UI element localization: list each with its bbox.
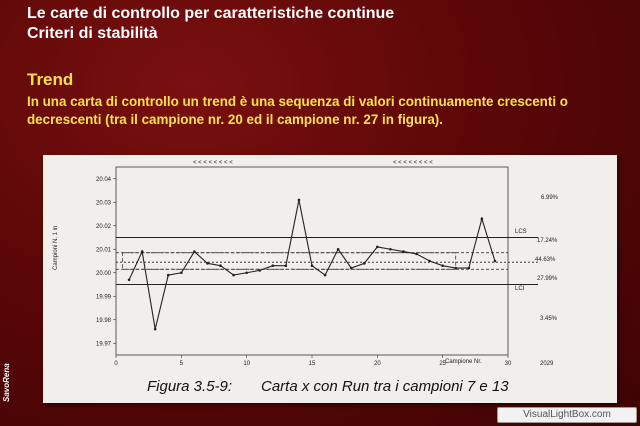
data-point [245,271,248,274]
data-point [454,267,457,270]
data-point [324,274,327,277]
lcs-label: LCS [515,229,527,235]
data-point [193,250,196,253]
data-point [363,262,366,265]
data-point [494,260,497,263]
data-point [415,253,418,256]
data-point [272,264,275,267]
x-tick-label: 15 [309,361,316,367]
y-tick-label: 20.02 [96,224,112,230]
data-point [376,246,379,249]
x-axis-label: Campione Nr. [445,359,482,365]
data-point [285,264,288,267]
control-chart: < < < < < < < < < < < < < < < < Campioni… [43,155,617,403]
data-point [128,279,131,282]
run-markers-right: < < < < < < < < [393,160,433,166]
data-point [468,267,471,270]
data-point [311,264,314,267]
slide-title: Le carte di controllo per caratteristich… [27,5,394,23]
data-point [180,271,183,274]
data-point [389,248,392,251]
y-tick-label: 20.01 [96,247,112,253]
data-point [167,274,170,277]
y-tick-label: 20.04 [96,177,112,183]
figure-caption-prefix: Figura 3.5-9: [147,378,232,395]
data-point [154,328,157,331]
right-label-3: 44.63% [535,257,556,263]
data-point [298,199,301,202]
right-label-2: 17.24% [537,238,558,244]
data-point [481,217,484,220]
y-tick-label: 19.98 [96,318,112,324]
watermark-badge[interactable]: VisualLightBox.com [497,407,637,423]
data-point [219,264,222,267]
y-tick-label: 19.97 [96,341,112,347]
data-point [350,267,353,270]
y-tick-label: 20.00 [96,271,112,277]
figure-background [47,157,613,401]
data-point [337,248,340,251]
data-point [232,274,235,277]
y-tick-label: 20.03 [96,200,112,206]
y-axis-label: Campioni N. 1 in [53,226,59,270]
data-point [441,264,444,267]
right-label-4: 27.99% [537,276,558,282]
x-tick-label: 30 [505,361,512,367]
right-label-5: 3.45% [540,316,558,322]
y-tick-label: 19.99 [96,294,112,300]
x-tick-label: 20 [374,361,381,367]
data-point [258,269,261,272]
corner-note: 2029 [540,361,554,367]
description-paragraph: In una carta di controllo un trend è una… [27,93,627,129]
data-point [141,250,144,253]
run-markers-left: < < < < < < < < [193,160,233,166]
data-point [206,262,209,265]
x-tick-label: 10 [243,361,250,367]
control-chart-figure: < < < < < < < < < < < < < < < < Campioni… [43,155,617,403]
figure-caption: Carta x con Run tra i campioni 7 e 13 [261,378,509,395]
author-side-label: SavoRena [2,363,11,402]
data-point [402,250,405,253]
data-point [428,260,431,263]
right-label-1: 6.99% [541,195,559,201]
lci-label: LCI [515,286,525,292]
slide-subtitle: Criteri di stabilità [27,25,158,43]
section-heading: Trend [27,70,73,90]
